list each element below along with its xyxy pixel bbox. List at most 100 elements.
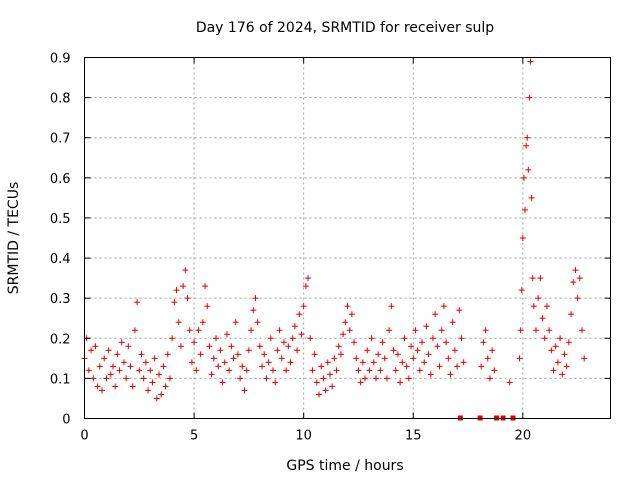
data-point — [213, 335, 219, 342]
data-point — [543, 303, 550, 310]
data-point — [357, 379, 364, 386]
data-point — [528, 194, 535, 201]
data-point — [579, 327, 586, 334]
data-point — [572, 267, 579, 274]
data-point — [525, 166, 532, 173]
data-point — [313, 379, 320, 386]
data-point — [482, 327, 489, 334]
data-point — [269, 367, 276, 374]
data-point — [412, 327, 419, 334]
data-point — [197, 351, 204, 358]
data-point — [101, 355, 108, 362]
data-point — [548, 347, 555, 354]
x-tick-label: 5 — [190, 429, 198, 444]
data-point — [447, 371, 454, 378]
y-tick-label: 0.6 — [50, 172, 71, 187]
data-point — [232, 319, 239, 326]
data-point — [188, 359, 195, 366]
data-point — [458, 335, 465, 342]
data-point — [320, 375, 327, 382]
data-point — [552, 343, 559, 350]
data-point — [491, 367, 498, 374]
data-point — [147, 367, 154, 374]
data-point — [574, 295, 581, 302]
data-point — [559, 371, 566, 378]
x-tick-label: 0 — [80, 429, 88, 444]
data-point — [348, 311, 355, 318]
data-point — [131, 327, 138, 334]
data-point — [537, 275, 544, 282]
x-tick-label: 15 — [405, 429, 422, 444]
data-point — [568, 311, 575, 318]
data-point — [223, 331, 230, 338]
data-point — [377, 367, 384, 374]
data-point — [107, 371, 114, 378]
data-point — [296, 311, 303, 318]
data-point — [530, 303, 537, 310]
data-point — [90, 375, 97, 382]
y-tick-label: 0.4 — [50, 252, 71, 267]
data-point — [331, 355, 338, 362]
data-point — [151, 355, 158, 362]
data-point — [517, 327, 524, 334]
data-point — [519, 235, 526, 241]
data-point — [403, 363, 410, 370]
data-point — [191, 339, 198, 346]
data-point — [92, 343, 99, 350]
data-point — [460, 359, 467, 366]
data-point — [180, 283, 187, 290]
data-point — [386, 327, 393, 334]
data-point — [535, 295, 542, 302]
data-point — [234, 351, 241, 358]
data-point — [94, 383, 101, 390]
data-point — [419, 339, 426, 346]
data-point — [565, 339, 572, 346]
x-tick-label: 10 — [295, 429, 312, 444]
data-point — [425, 351, 432, 358]
data-point — [401, 335, 408, 342]
data-point — [136, 367, 143, 374]
data-point — [289, 335, 296, 342]
data-point — [177, 343, 184, 350]
data-point — [256, 343, 263, 350]
data-point — [372, 375, 379, 382]
data-point — [329, 383, 336, 390]
data-point — [261, 351, 268, 358]
data-point — [302, 283, 309, 290]
data-point — [355, 367, 362, 374]
data-point — [390, 347, 397, 354]
data-point — [118, 339, 125, 346]
y-tick-label: 0.5 — [50, 212, 71, 227]
data-point — [206, 343, 213, 350]
data-point — [375, 351, 382, 358]
data-point — [193, 367, 200, 374]
data-point — [182, 267, 189, 274]
y-tick-label: 0.7 — [50, 132, 71, 147]
chart-title: Day 176 of 2024, SRMTID for receiver sul… — [196, 20, 494, 36]
data-point — [394, 351, 401, 358]
data-point — [85, 367, 92, 374]
data-point — [184, 295, 191, 302]
data-point — [219, 379, 226, 386]
data-point — [524, 134, 531, 141]
data-point — [337, 351, 344, 358]
data-point — [383, 375, 390, 382]
data-point — [480, 339, 487, 346]
y-tick-label: 0.3 — [50, 292, 71, 307]
data-point — [274, 347, 281, 354]
data-point — [342, 319, 349, 326]
data-point — [410, 355, 417, 362]
data-point — [252, 295, 259, 302]
data-point — [199, 319, 206, 326]
x-axis-label: GPS time / hours — [286, 458, 403, 474]
data-point — [405, 375, 412, 382]
data-point — [259, 363, 266, 370]
data-point — [546, 327, 553, 334]
data-point — [164, 351, 171, 358]
data-point — [239, 363, 246, 370]
data-point — [142, 359, 149, 366]
data-point — [160, 363, 167, 370]
data-point — [248, 327, 255, 334]
data-point — [226, 367, 233, 374]
